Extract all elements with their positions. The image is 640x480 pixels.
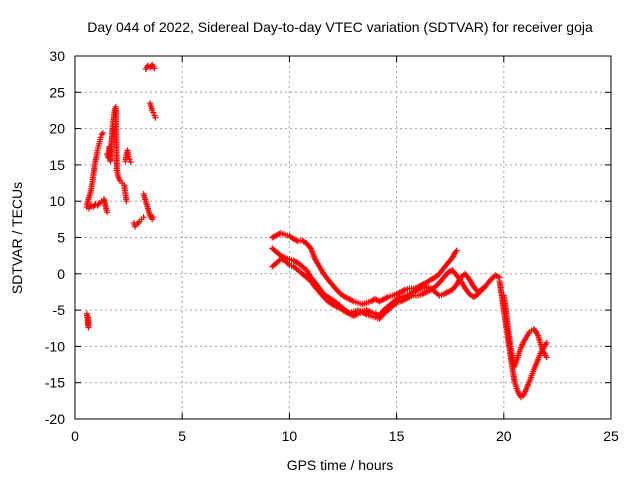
y-tick-label: -15 (45, 375, 65, 391)
data-point (85, 324, 92, 331)
data-point (453, 247, 460, 254)
y-tick-label: 15 (49, 157, 65, 173)
data-point (126, 156, 133, 163)
x-tick-label: 5 (178, 428, 186, 444)
x-tick-label: 0 (71, 428, 79, 444)
x-axis-label: GPS time / hours (287, 457, 394, 473)
data-point (543, 339, 550, 346)
y-tick-label: -10 (45, 338, 65, 354)
data-point (123, 198, 130, 205)
data-point (97, 134, 104, 141)
data-point (150, 214, 157, 221)
data-point (127, 158, 134, 165)
data-point (150, 109, 157, 116)
x-tick-label: 25 (603, 428, 619, 444)
y-tick-label: 5 (57, 230, 65, 246)
chart-title: Day 044 of 2022, Sidereal Day-to-day VTE… (87, 19, 593, 35)
data-points (83, 61, 550, 401)
data-point (152, 114, 159, 121)
y-tick-label: 0 (57, 266, 65, 282)
y-tick-label: -20 (45, 411, 65, 427)
y-tick-labels: 30 25 20 15 10 5 0 -5 -10 -15 -20 (45, 48, 65, 427)
y-axis-label: SDTVAR / TECUs (9, 182, 25, 294)
data-point (125, 153, 132, 160)
x-tick-label: 15 (389, 428, 405, 444)
data-point (151, 65, 158, 72)
x-tick-label: 10 (282, 428, 298, 444)
data-point (104, 209, 111, 216)
data-point (543, 354, 550, 361)
y-tick-label: 10 (49, 193, 65, 209)
x-tick-labels: 0 5 10 15 20 25 (71, 428, 619, 444)
y-tick-label: 25 (49, 84, 65, 100)
data-point (140, 214, 147, 221)
data-point (99, 129, 106, 136)
y-tick-label: 30 (49, 48, 65, 64)
plot-frame (74, 55, 612, 420)
y-tick-label: 20 (49, 121, 65, 137)
x-tick-label: 20 (496, 428, 512, 444)
y-tick-label: -5 (53, 302, 66, 318)
data-point (479, 285, 486, 292)
